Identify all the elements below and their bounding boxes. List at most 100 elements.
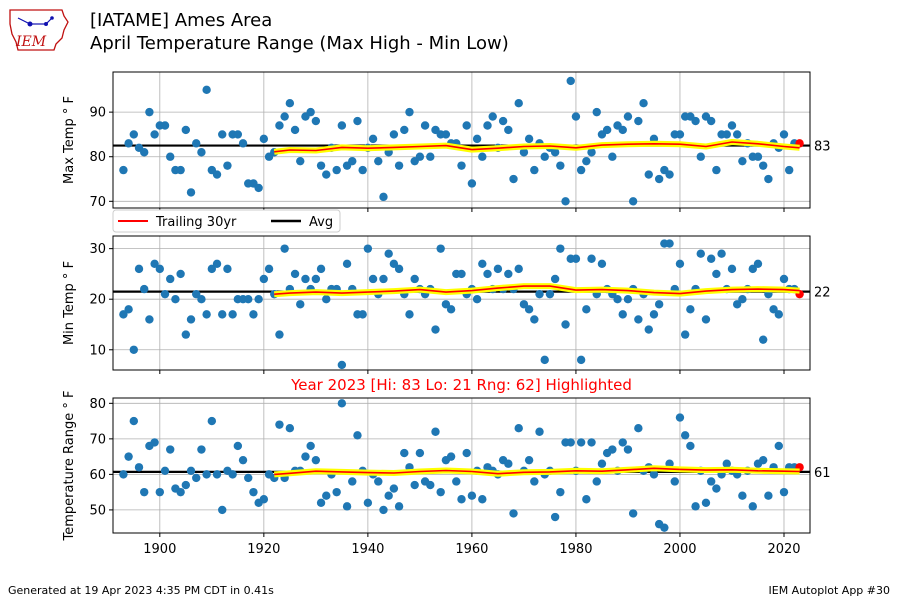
data-point	[441, 130, 451, 139]
data-point	[197, 148, 206, 157]
data-point	[332, 165, 341, 175]
data-point	[166, 445, 175, 454]
data-point	[701, 315, 711, 324]
data-point	[358, 165, 367, 175]
data-point	[228, 310, 237, 319]
data-point	[337, 121, 347, 130]
data-point	[410, 480, 419, 490]
y-tick-label: 50	[89, 503, 106, 518]
data-point	[753, 259, 763, 269]
data-point	[561, 197, 570, 206]
data-point	[769, 305, 778, 314]
data-point	[285, 423, 295, 433]
data-point	[779, 130, 789, 139]
data-point	[249, 487, 258, 497]
data-point	[207, 416, 217, 426]
data-point	[462, 121, 471, 130]
data-point	[441, 300, 451, 309]
data-point	[150, 438, 159, 447]
data-point	[296, 300, 305, 309]
data-point	[530, 477, 539, 486]
data-point	[706, 477, 716, 486]
y-axis-label: Temperature Range ° F	[62, 391, 77, 542]
data-point	[301, 452, 310, 461]
data-point	[379, 274, 388, 284]
y-axis-label: Max Temp ° F	[62, 96, 77, 184]
data-point	[488, 112, 497, 121]
data-point	[582, 305, 591, 314]
data-point	[275, 121, 284, 130]
data-point	[290, 269, 300, 279]
panel-1: 70 80 90 Max Temp ° F 83 Trailing 30yr Avg	[62, 71, 831, 233]
data-point	[576, 355, 586, 365]
data-point	[592, 477, 601, 486]
data-point	[524, 455, 534, 465]
data-point	[712, 269, 721, 279]
data-point	[644, 325, 653, 334]
data-point	[342, 259, 352, 269]
data-point	[119, 165, 128, 175]
data-point	[311, 274, 321, 284]
data-point	[597, 459, 607, 468]
data-point	[301, 274, 310, 284]
data-point	[634, 116, 643, 126]
data-point	[212, 170, 222, 179]
data-point	[374, 477, 383, 486]
panel-3: 50 60 70 80 1900 1920 1940 1960 1980 2000 2020 Temp…	[62, 376, 831, 557]
data-point	[462, 448, 471, 458]
data-point	[472, 295, 482, 304]
data-point	[197, 445, 206, 454]
data-point	[223, 161, 232, 170]
data-point	[623, 112, 633, 121]
data-point	[738, 156, 747, 166]
data-point	[358, 310, 367, 319]
data-point	[192, 289, 201, 299]
data-point	[166, 152, 175, 161]
data-point	[654, 300, 664, 309]
data-point	[608, 445, 617, 454]
data-point	[389, 130, 399, 139]
data-point	[155, 264, 165, 274]
data-point	[540, 355, 549, 365]
data-point	[202, 470, 211, 479]
data-point	[446, 305, 456, 314]
data-point	[311, 455, 321, 465]
plot-frame	[112, 235, 811, 371]
data-point	[176, 487, 185, 497]
data-point	[738, 295, 747, 304]
data-point	[186, 466, 196, 476]
data-point	[384, 491, 393, 500]
data-point	[686, 441, 695, 451]
data-point	[394, 161, 404, 170]
data-point	[717, 249, 726, 258]
data-point	[353, 431, 362, 440]
data-point	[701, 498, 711, 508]
data-point	[467, 491, 477, 500]
end-value-label: 22	[814, 286, 831, 301]
data-point	[296, 156, 305, 166]
data-point	[628, 197, 638, 206]
end-value-label: 61	[814, 466, 831, 481]
x-tick-label: 1900	[143, 542, 176, 557]
data-point	[602, 125, 612, 135]
data-point	[556, 244, 565, 253]
chart-title: [IATAME] Ames Area	[90, 10, 273, 31]
data-point	[223, 264, 232, 274]
data-point	[675, 413, 685, 422]
data-point	[140, 284, 149, 294]
plot-frame	[112, 71, 811, 209]
data-point	[540, 152, 549, 161]
data-point	[400, 125, 409, 135]
data-point	[675, 259, 685, 269]
data-point	[530, 165, 539, 175]
data-point	[758, 161, 768, 170]
data-point	[467, 179, 477, 188]
data-point	[706, 116, 716, 126]
data-point	[550, 512, 560, 522]
data-point	[134, 264, 144, 274]
data-point	[680, 431, 690, 440]
data-point	[207, 264, 217, 274]
data-point	[504, 125, 513, 135]
data-point	[389, 259, 399, 269]
data-point	[186, 315, 196, 324]
